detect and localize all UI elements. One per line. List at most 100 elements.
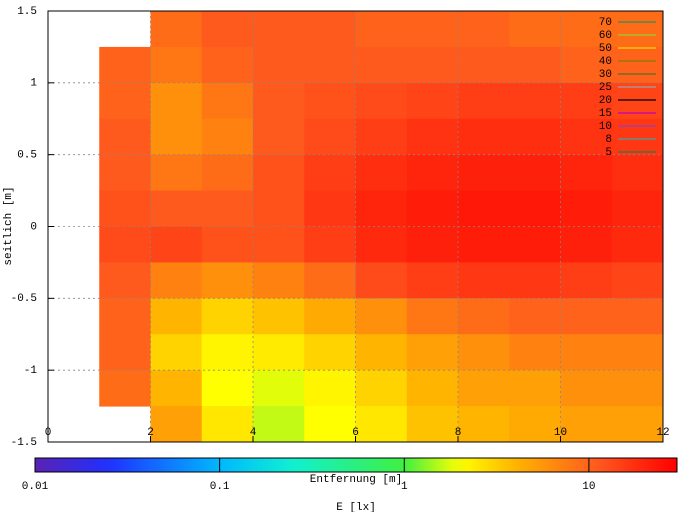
heat-cell bbox=[406, 11, 459, 48]
heat-cell bbox=[458, 370, 510, 407]
legend-label: 15 bbox=[599, 108, 612, 120]
heat-cell bbox=[509, 82, 561, 120]
heat-cell bbox=[253, 46, 305, 84]
heat-cell bbox=[611, 298, 664, 335]
heat-cell bbox=[99, 262, 151, 299]
heat-cell bbox=[509, 190, 561, 227]
axes: 0 2 4 6 8 10 12-1.5-1-0.500.511.57060504030252… bbox=[11, 6, 670, 449]
heat-cell bbox=[201, 154, 254, 192]
heat-cell bbox=[253, 262, 305, 299]
heat-cell bbox=[355, 370, 408, 407]
heat-cell bbox=[99, 46, 151, 84]
legend-label: 50 bbox=[599, 43, 612, 55]
heat-cell bbox=[560, 154, 613, 192]
heat-cell bbox=[201, 370, 254, 407]
heat-cell bbox=[560, 370, 613, 407]
heat-cell bbox=[509, 298, 561, 335]
heat-cell bbox=[406, 226, 459, 263]
heat-cell bbox=[304, 82, 356, 120]
heat-cell bbox=[560, 298, 613, 335]
legend-label: 5 bbox=[605, 147, 612, 159]
x-tick-label: 4 bbox=[250, 427, 257, 439]
heat-cell bbox=[458, 118, 510, 156]
heat-cell bbox=[458, 262, 510, 299]
heat-cell bbox=[253, 298, 305, 335]
colorbar-tick-label: 0.01 bbox=[22, 481, 49, 493]
heat-cell bbox=[406, 370, 459, 407]
heat-cell bbox=[509, 406, 561, 443]
heat-cell bbox=[560, 262, 613, 299]
legend-label: 40 bbox=[599, 56, 612, 68]
heat-cell bbox=[253, 226, 305, 263]
heat-cell bbox=[150, 118, 203, 156]
heat-cell bbox=[509, 370, 561, 407]
heat-cell bbox=[509, 11, 561, 48]
heat-cell bbox=[560, 226, 613, 263]
heat-cell bbox=[304, 298, 356, 335]
heat-cell bbox=[406, 190, 459, 227]
heat-cell bbox=[560, 190, 613, 227]
x-tick-label: 2 bbox=[147, 427, 154, 439]
y-axis-label: seitlich [m] bbox=[3, 186, 15, 265]
y-tick-label: 0.5 bbox=[17, 150, 37, 162]
heat-cell bbox=[355, 298, 408, 335]
heat-cell bbox=[150, 82, 203, 120]
heat-cell bbox=[253, 334, 305, 371]
heat-cell bbox=[201, 226, 254, 263]
heat-cell bbox=[99, 334, 151, 371]
heat-cell bbox=[99, 190, 151, 227]
heat-cell bbox=[99, 226, 151, 263]
heat-cell bbox=[253, 370, 305, 407]
heat-cell bbox=[355, 190, 408, 227]
heat-cell bbox=[458, 190, 510, 227]
legend-label: 60 bbox=[599, 30, 612, 42]
heat-cell bbox=[611, 118, 664, 156]
heat-cell bbox=[611, 406, 664, 443]
heat-cell bbox=[458, 298, 510, 335]
heat-cell bbox=[201, 118, 254, 156]
heat-cell bbox=[304, 46, 356, 84]
heat-cell bbox=[150, 334, 203, 371]
heat-cell bbox=[406, 406, 459, 443]
heat-cell bbox=[355, 226, 408, 263]
heat-cell bbox=[201, 334, 254, 371]
heat-cell bbox=[509, 262, 561, 299]
heat-cell bbox=[201, 298, 254, 335]
heat-cell bbox=[611, 11, 664, 48]
x-axis-label: Entfernung [m] bbox=[310, 474, 402, 486]
heat-cell bbox=[355, 82, 408, 120]
heat-cell bbox=[509, 226, 561, 263]
heat-cell bbox=[355, 154, 408, 192]
heat-cell bbox=[150, 154, 203, 192]
heat-cell bbox=[560, 11, 613, 48]
heat-cell bbox=[150, 46, 203, 84]
legend-label: 30 bbox=[599, 69, 612, 81]
heat-cell bbox=[406, 46, 459, 84]
heat-cell bbox=[201, 82, 254, 120]
heat-cell bbox=[99, 82, 151, 120]
heat-cell bbox=[253, 154, 305, 192]
heat-cell bbox=[458, 226, 510, 263]
heat-cell bbox=[150, 11, 203, 48]
heat-cell bbox=[458, 82, 510, 120]
heat-cell bbox=[253, 11, 305, 48]
heat-cell bbox=[99, 154, 151, 192]
colorbar-label: E [lx] bbox=[336, 502, 376, 512]
heat-cell bbox=[611, 154, 664, 192]
heat-cell bbox=[611, 226, 664, 263]
heat-cell bbox=[611, 46, 664, 84]
heat-cell bbox=[458, 406, 510, 443]
heat-cell bbox=[150, 190, 203, 227]
heat-cell bbox=[99, 370, 151, 407]
heat-cell bbox=[458, 334, 510, 371]
heat-cell bbox=[509, 334, 561, 371]
heat-cell bbox=[406, 298, 459, 335]
x-tick-label: 8 bbox=[455, 427, 462, 439]
heat-cell bbox=[201, 406, 254, 443]
y-tick-label: 1.5 bbox=[17, 6, 37, 18]
heat-cell bbox=[560, 82, 613, 120]
heat-cell bbox=[560, 406, 613, 443]
heat-cell bbox=[406, 82, 459, 120]
heat-cell bbox=[611, 334, 664, 371]
